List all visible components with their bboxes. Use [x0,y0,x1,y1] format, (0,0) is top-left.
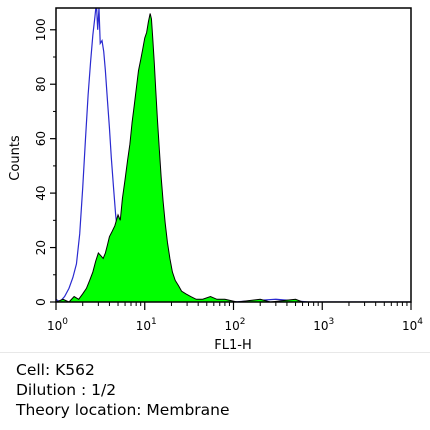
y-tick-label: 0 [34,298,48,306]
x-tick-label-base: 10 [47,319,62,333]
x-tick-label-exponent: 3 [329,317,335,327]
x-tick-label: 100 [47,317,68,333]
x-tick-label-exponent: 2 [240,317,246,327]
caption-dilution: Dilution : 1/2 [16,381,117,399]
x-tick-label: 101 [136,317,157,333]
y-tick-label: 100 [34,18,48,41]
x-tick-label-exponent: 0 [62,317,68,327]
histogram-outline-series [56,8,411,302]
x-tick-label: 102 [225,317,246,333]
y-tick-label: 60 [34,131,48,146]
x-axis-label: FL1-H [214,338,251,350]
x-tick-label: 103 [313,317,334,333]
y-tick-label: 40 [34,185,48,200]
caption: Cell: K562 Dilution : 1/2 Theory locatio… [16,360,230,420]
x-tick-label-base: 10 [136,319,151,333]
histogram-filled-series [56,13,411,302]
divider [0,352,430,353]
series-layer [56,8,411,302]
caption-theory-location: Theory location: Membrane [16,401,230,419]
y-axis-label: Counts [8,135,23,181]
x-tick-label-exponent: 4 [417,317,423,327]
x-tick-label-base: 10 [225,319,240,333]
x-tick-label-base: 10 [313,319,328,333]
y-tick-label: 20 [34,240,48,255]
caption-cell-line: Cell: K562 [16,361,95,379]
x-tick-label-exponent: 1 [151,317,157,327]
y-axis: 0 20 40 60 80 100 [34,18,56,306]
x-tick-label-base: 10 [402,319,417,333]
y-tick-label: 80 [34,77,48,92]
x-tick-label: 104 [402,317,423,333]
x-axis: 100 101 102 103 104 [47,302,423,333]
